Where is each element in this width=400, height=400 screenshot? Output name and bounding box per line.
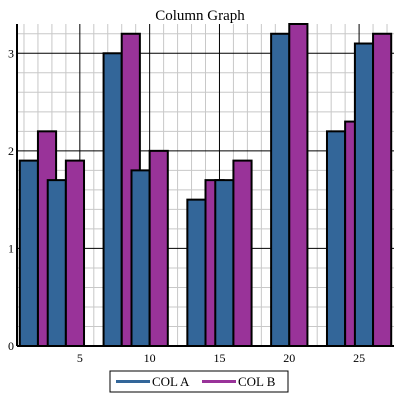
axes [16,24,394,347]
x-tick-label: 15 [213,351,225,365]
legend-label-col-a: COL A [152,374,190,389]
x-tick-label: 25 [353,351,365,365]
y-tick-label: 1 [8,241,14,255]
bar-col-b-20 [288,23,309,347]
x-tick-label: 10 [144,351,156,365]
bar-col-a-24 [325,130,347,347]
legend-label-col-b: COL B [238,374,276,389]
bar-col-a-20 [270,32,291,348]
y-tick-label: 3 [8,46,14,60]
bar-col-b-26 [372,32,393,348]
x-tick-label: 20 [283,351,295,365]
tick-labels: 5 10 15 20 25 0 1 2 3 [8,46,365,365]
bar-col-b-4 [64,159,86,347]
bar-col-b-10 [148,149,169,347]
bars-group [18,23,393,348]
bar-col-a-8 [102,52,123,347]
legend: COL A COL B [109,370,289,393]
bar-col-a-2 [18,159,39,347]
bar-col-a-4 [46,179,67,347]
bar-col-a-10 [130,169,151,347]
y-tick-label: 0 [8,339,14,353]
y-tick-label: 2 [8,144,14,158]
bar-col-a-26 [353,42,375,348]
bar-col-b-16 [232,159,253,347]
bar-col-a-14 [186,198,207,347]
chart-title: Column Graph [155,8,245,24]
x-tick-label: 5 [77,351,83,365]
bar-col-a-16 [214,179,235,347]
legend-box [109,370,289,393]
